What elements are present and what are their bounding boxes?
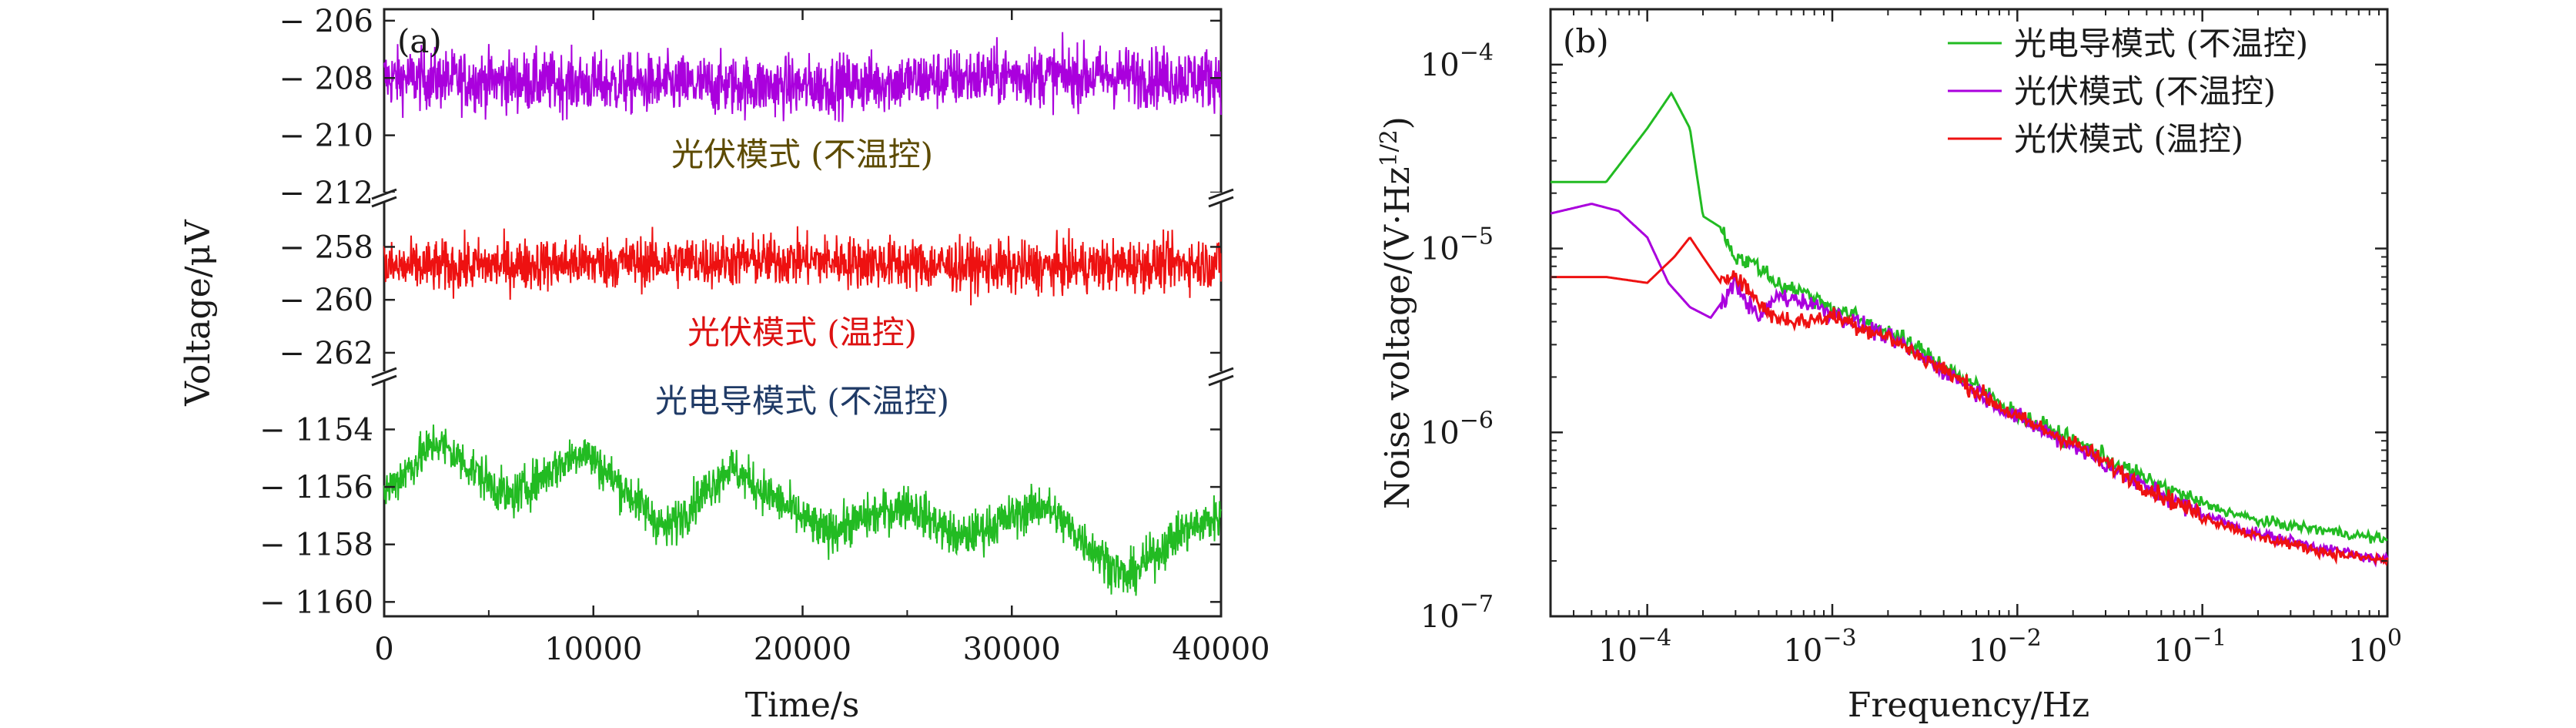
y-tick-label: − 260 [279, 283, 373, 318]
panel-a-x-axis-label: Time/s [745, 686, 860, 725]
series-curve-3 [1551, 237, 2389, 567]
legend-label: 光伏模式 (温控) [2014, 120, 2243, 158]
y-tick-label: 10−5 [1420, 223, 1494, 267]
x-tick-label: 40000 [1172, 632, 1270, 667]
axis-break-mark [1208, 367, 1234, 379]
y-tick-label: − 258 [279, 230, 373, 265]
segment-label: 光伏模式 (温控) [687, 314, 917, 351]
y-tick-label: − 1154 [259, 412, 373, 448]
x-tick-label: 100 [2348, 625, 2402, 669]
x-tick-label: 0 [374, 632, 393, 667]
x-tick-label: 10−2 [1969, 625, 2042, 669]
y-tick-label: − 1158 [259, 528, 373, 563]
x-tick-label: 30000 [963, 632, 1061, 667]
x-tick-label: 10000 [544, 632, 642, 667]
y-tick-label: 10−7 [1420, 591, 1494, 635]
panel-b-x-axis-label: Frequency/Hz [1848, 686, 2089, 725]
legend: 光电导模式 (不温控) 光伏模式 (不温控) 光伏模式 (温控) [1948, 25, 2308, 158]
panel-a-tag: (a) [397, 22, 442, 60]
legend-label: 光电导模式 (不温控) [2014, 25, 2308, 62]
x-tick-label: 10−3 [1783, 625, 1856, 669]
panel-a-frame [383, 8, 1223, 618]
y-tick-label: − 212 [279, 176, 373, 211]
axis-break-mark [1208, 374, 1234, 387]
y-tick-label: − 206 [279, 4, 373, 39]
trace-2 [383, 226, 1222, 306]
axis-break-mark [371, 374, 397, 387]
segment-label: 光伏模式 (不温控) [671, 136, 933, 173]
axis-break-mark [371, 188, 397, 200]
panel-a-y-axis-label: Voltage/μV [179, 219, 218, 407]
trace-1 [383, 32, 1222, 122]
panel-a-ticks: − 206 − 208 − 210 − 212 − 258 − 260 − 262 − 115… [259, 4, 1270, 667]
x-tick-label: 20000 [754, 632, 851, 667]
y-tick-label: − 210 [279, 119, 373, 154]
series-curve-2 [1550, 203, 2389, 568]
y-tick-label: − 262 [279, 336, 373, 371]
y-tick-label: − 1160 [259, 585, 373, 620]
axis-break-mark [371, 196, 397, 208]
y-tick-label: − 1156 [259, 470, 373, 505]
trace-3 [383, 424, 1222, 596]
panel-b-y-axis-label: Noise voltage/(V·Hz1/2) [1376, 116, 1417, 509]
panel-b-curves [1550, 91, 2389, 568]
y-label-superscript: 1/2 [1376, 129, 1403, 166]
y-tick-label: − 208 [279, 61, 373, 96]
panel-b-frame [1549, 8, 2389, 618]
series-curve-1 [1551, 91, 2388, 544]
axis-break-mark [1208, 188, 1234, 200]
segment-label: 光电导模式 (不温控) [655, 382, 949, 420]
panel-b-tag: (b) [1563, 22, 1609, 60]
legend-label: 光伏模式 (不温控) [2014, 72, 2276, 110]
y-tick-label: 10−4 [1420, 39, 1494, 83]
y-tick-label: 10−6 [1420, 407, 1494, 451]
panel-a-traces: 光伏模式 (不温控) 光伏模式 (温控) 光电导模式 (不温控) [383, 32, 1222, 596]
axis-break-mark [1208, 196, 1234, 208]
axis-break-mark [371, 367, 397, 379]
y-label-close: ) [1378, 116, 1417, 129]
x-tick-label: 10−1 [2153, 625, 2226, 669]
y-label-main: Noise voltage/(V·Hz [1378, 166, 1417, 509]
x-tick-label: 10−4 [1598, 625, 1671, 669]
panel-a-time-series: 光伏模式 (不温控)光伏模式 (温控)光电导模式 (不温控) − 206− 20… [179, 4, 1270, 725]
